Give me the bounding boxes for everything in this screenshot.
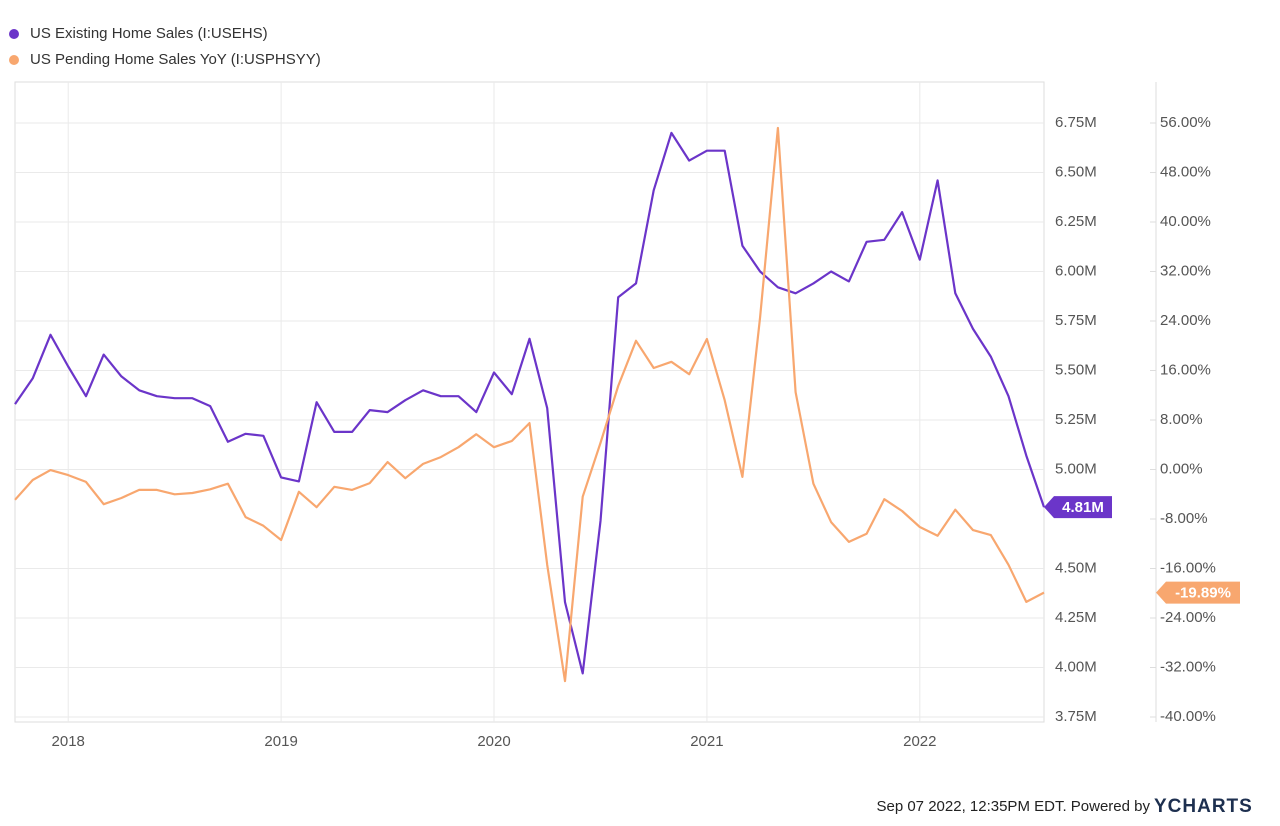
y-tick-label: 6.75M xyxy=(1055,114,1097,131)
y2-tick-label: 24.00% xyxy=(1160,312,1211,329)
y-tick-label: 4.50M xyxy=(1055,559,1097,576)
y2-tick-label: -24.00% xyxy=(1160,609,1216,626)
y-tick-label: 4.00M xyxy=(1055,658,1097,675)
y-tick-label: 6.25M xyxy=(1055,213,1097,230)
y-tick-label: 5.75M xyxy=(1055,312,1097,329)
brand-logo: YCHARTS xyxy=(1154,796,1253,817)
y-tick-label: 5.00M xyxy=(1055,460,1097,477)
y2-tick-label: 8.00% xyxy=(1160,411,1203,428)
y-tick-label: 3.75M xyxy=(1055,708,1097,725)
y2-tick-label: 48.00% xyxy=(1160,163,1211,180)
y2-tick-label: 56.00% xyxy=(1160,114,1211,131)
value-label: -19.89% xyxy=(1175,585,1231,602)
y2-tick-label: -8.00% xyxy=(1160,510,1208,527)
y2-tick-label: 32.00% xyxy=(1160,262,1211,279)
x-tick-label: 2019 xyxy=(264,733,297,750)
x-tick-label: 2022 xyxy=(903,733,936,750)
y-tick-label: 6.50M xyxy=(1055,163,1097,180)
y2-tick-label: 16.00% xyxy=(1160,361,1211,378)
legend-marker xyxy=(9,55,19,65)
y-tick-label: 5.50M xyxy=(1055,361,1097,378)
y2-tick-label: 0.00% xyxy=(1160,460,1203,477)
value-label-box xyxy=(1044,496,1112,519)
y-tick-label: 5.25M xyxy=(1055,411,1097,428)
y2-tick-label: -32.00% xyxy=(1160,658,1216,675)
y-tick-label: 4.25M xyxy=(1055,609,1097,626)
x-tick-label: 2021 xyxy=(690,733,723,750)
x-tick-label: 2020 xyxy=(477,733,510,750)
plot-frame xyxy=(14,81,1045,723)
value-label: 4.81M xyxy=(1062,499,1104,516)
series-line xyxy=(14,131,1046,675)
x-tick-label: 2018 xyxy=(52,733,85,750)
y2-tick-label: -40.00% xyxy=(1160,708,1216,725)
legend-label: US Pending Home Sales YoY (I:USPHSYY) xyxy=(30,51,321,68)
y-tick-label: 6.00M xyxy=(1055,262,1097,279)
series-line xyxy=(14,126,1045,683)
footer: Sep 07 2022, 12:35PM EDT. Powered by xyxy=(876,798,1150,815)
y2-tick-label: -16.00% xyxy=(1160,559,1216,576)
legend-label: US Existing Home Sales (I:USEHS) xyxy=(30,25,268,42)
y2-tick-label: 40.00% xyxy=(1160,213,1211,230)
legend-marker xyxy=(9,29,19,39)
value-label-box xyxy=(1156,581,1240,604)
